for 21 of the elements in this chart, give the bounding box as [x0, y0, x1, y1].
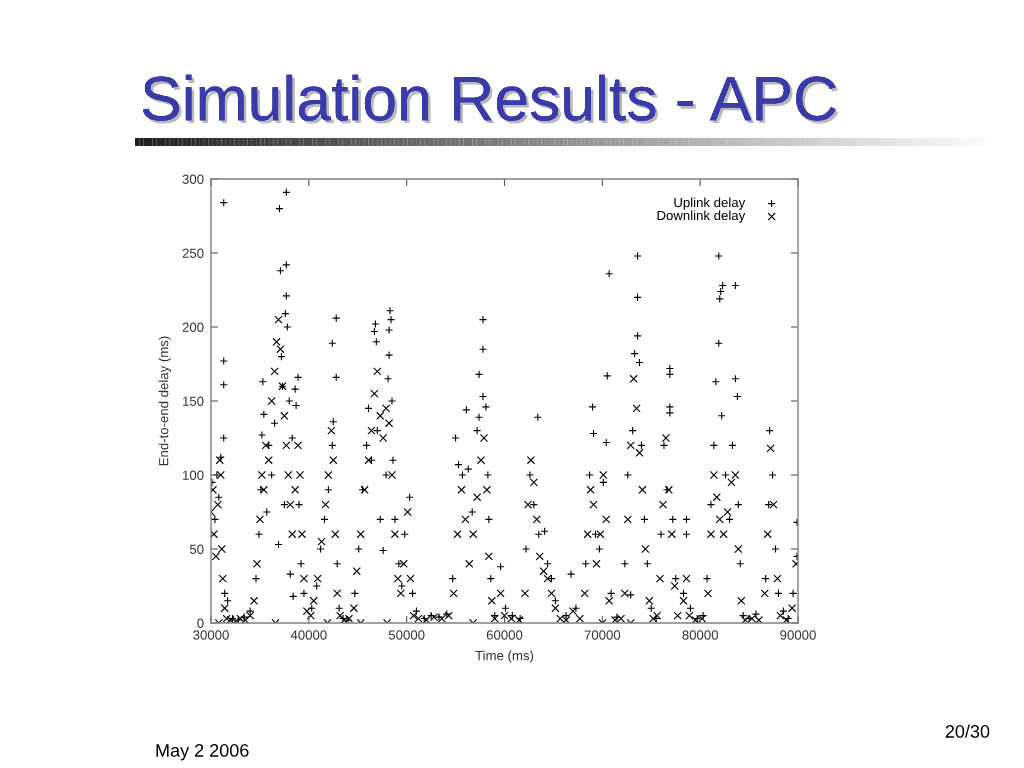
legend-label: Downlink delay	[657, 210, 746, 223]
x-tick-label: 90000	[780, 630, 816, 640]
y-tick-label: 300	[182, 174, 204, 184]
y-tick-label: 150	[183, 396, 204, 406]
y-tick-label: 100	[183, 470, 204, 480]
x-tick-label: 70000	[584, 630, 621, 640]
y-tick-label: 250	[182, 248, 204, 258]
text: 20/30	[945, 724, 990, 738]
x-axis-title: Time (ms)	[475, 650, 534, 663]
text: May 2 2006	[156, 744, 249, 761]
y-tick-label: 50	[189, 544, 204, 554]
x-tick-label: 60000	[486, 630, 523, 640]
chart-title: Simulation Results - APC	[142, 74, 839, 124]
x-tick-label: 80000	[682, 630, 718, 640]
x-tick-label: 30000	[193, 630, 229, 640]
legend-label: Uplink delay	[674, 197, 746, 210]
x-tick-label: 50000	[388, 630, 425, 640]
y-tick-label: 0	[197, 618, 204, 628]
y-tick-label: 200	[182, 322, 204, 332]
x-tick-label: 40000	[290, 630, 327, 640]
y-axis-title: End-to-end delay (ms)	[158, 336, 171, 466]
